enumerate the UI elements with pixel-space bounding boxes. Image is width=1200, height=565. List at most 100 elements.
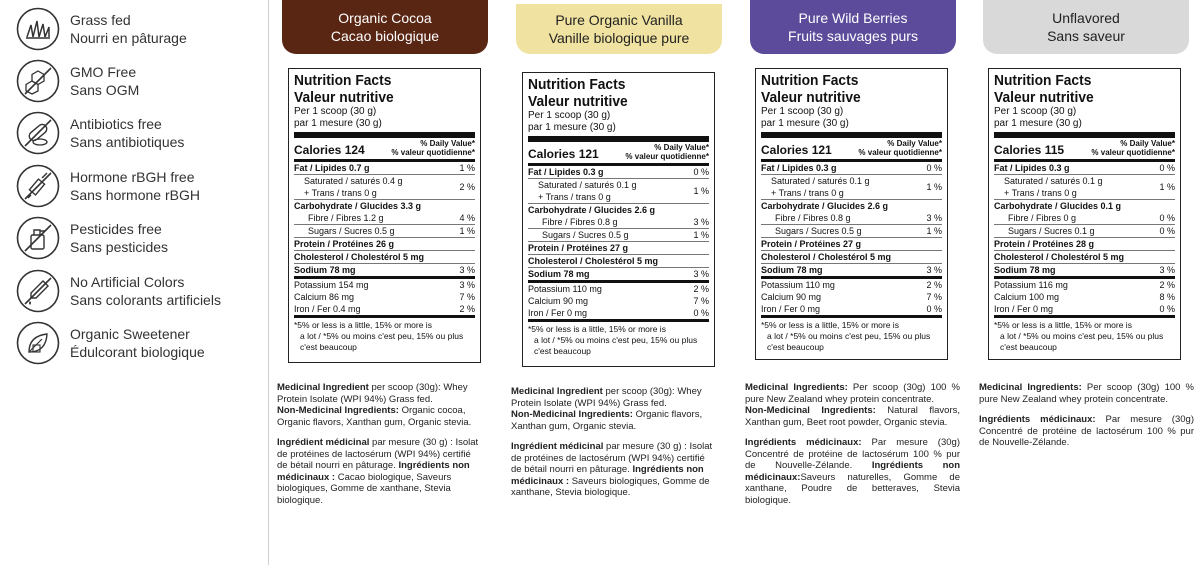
nf-title-en: Nutrition Facts <box>528 76 626 93</box>
nf-title-en: Nutrition Facts <box>294 72 392 89</box>
nf-saturated: Saturated / saturés 0.1 g <box>1004 176 1103 186</box>
nf-label: Carbohydrate / Glucides 2.6 g <box>761 201 889 211</box>
nf-row: Sugars / Sucres 0.5 g 1 % <box>528 229 709 242</box>
ingredient-heading: Medicinal Ingredients: <box>979 382 1082 393</box>
ingredients-paragraph: Ingrédient médicinal par mesure (30 g) :… <box>511 441 716 499</box>
nf-label: Sodium 78 mg <box>994 265 1056 275</box>
nf-dv: 3 % <box>459 280 475 290</box>
nf-dv: 3 % <box>693 269 709 279</box>
nf-row: Cholesterol / Cholestérol 5 mg <box>294 251 475 264</box>
nf-row: Iron / Fer 0 mg 0 % <box>994 303 1175 318</box>
nf-dv: 1 % <box>693 230 709 240</box>
nf-dv: 1 % <box>693 186 709 196</box>
nf-dv: 4 % <box>459 213 475 223</box>
nf-row: Sodium 78 mg 3 % <box>994 264 1175 279</box>
ingredient-body: Organic cocoa, Organic flavors, Xanthan … <box>277 405 472 428</box>
features-sidebar: Grass fed Nourri en pâturage GMO Free Sans… <box>0 0 269 565</box>
ingredient-heading: Ingrédient médicinal <box>277 437 370 448</box>
nf-row: Carbohydrate / Glucides 2.6 g <box>528 204 709 216</box>
nf-label: Sugars / Sucres 0.5 g <box>775 226 862 236</box>
nf-footnote-line: *5% or less is a little, 15% or more is <box>294 320 432 330</box>
nf-label: Potassium 110 mg <box>528 284 602 294</box>
nf-dv: 0 % <box>693 308 709 318</box>
nf-label: Potassium 116 mg <box>994 280 1068 290</box>
nf-dv: 3 % <box>926 265 942 275</box>
ingredient-body: Natural flavors, Xanthan gum, Beet root … <box>745 405 960 428</box>
nf-dv: 1 % <box>926 182 942 192</box>
nf-row: Calcium 90 mg 7 % <box>528 295 709 307</box>
nf-footnote-line: *5% or less is a little, 15% or more is <box>528 324 666 334</box>
nf-dv: 2 % <box>459 304 475 314</box>
nf-footnote-line: c'est beaucoup <box>767 342 824 352</box>
nf-sat-trans: Saturated / saturés 0.1 g + Trans / trans… <box>538 179 637 203</box>
nf-dv: 0 % <box>693 167 709 177</box>
ingredients-text: Medicinal Ingredients: Per scoop (30g) 1… <box>979 382 1194 458</box>
nf-row: Fibre / Fibres 0.8 g 3 % <box>528 216 709 229</box>
nf-sat-trans: Saturated / saturés 0.4 g + Trans / trans… <box>304 175 403 199</box>
leaf-sweetener-icon <box>16 321 60 365</box>
nf-title-en: Nutrition Facts <box>761 72 859 89</box>
flavor-title-fr: Vanille biologique pure <box>548 30 690 46</box>
nf-dv: 7 % <box>693 296 709 306</box>
nf-label: Cholesterol / Cholestérol 5 mg <box>761 252 892 262</box>
nf-saturated: Saturated / saturés 0.4 g <box>304 176 403 186</box>
nf-label: Sodium 78 mg <box>761 265 823 275</box>
nf-row: Sodium 78 mg 3 % <box>528 268 709 283</box>
nf-row: Sugars / Sucres 0.5 g 1 % <box>294 225 475 238</box>
nf-dv: 3 % <box>693 217 709 227</box>
nf-title-fr: Valeur nutritive <box>294 89 394 106</box>
ingredients-text: Medicinal Ingredients: Per scoop (30g) 1… <box>745 382 960 515</box>
ingredients-paragraph: Ingrédients médicinaux: Par mesure (30g)… <box>979 414 1194 449</box>
nf-row: Sodium 78 mg 3 % <box>761 264 942 279</box>
nf-trans: + Trans / trans 0 g <box>304 188 377 198</box>
ingredients-paragraph: Medicinal Ingredients: Per scoop (30g) 1… <box>979 382 1194 405</box>
nf-dv: 1 % <box>459 163 475 173</box>
nf-row: Protein / Protéines 27 g <box>528 242 709 255</box>
nf-dv-header-fr: % valeur quotidienne* <box>625 152 709 161</box>
nf-label: Sodium 78 mg <box>294 265 356 275</box>
flavor-title-fr: Cacao biologique <box>330 28 440 44</box>
ingredients-text: Medicinal Ingredient per scoop (30g): Wh… <box>277 382 482 515</box>
nf-dv: 3 % <box>459 265 475 275</box>
nf-footnote-line: c'est beaucoup <box>534 346 591 356</box>
nf-label: Fat / Lipides 0.3 g <box>761 163 837 173</box>
nf-dv-header-en: % Daily Value* <box>1120 139 1175 148</box>
nf-calories: Calories 121 <box>528 147 599 161</box>
nf-label: Fibre / Fibres 1.2 g <box>308 213 384 223</box>
nf-label: Fat / Lipides 0.7 g <box>294 163 370 173</box>
nf-calories: Calories 124 <box>294 143 365 157</box>
ingredient-heading: Ingrédients médicinaux: <box>979 414 1096 425</box>
nf-serving-fr: par 1 mesure (30 g) <box>994 118 1082 129</box>
nf-footnote-line: *5% or less is a little, 15% or more is <box>761 320 899 330</box>
nf-saturated: Saturated / saturés 0.1 g <box>771 176 870 186</box>
nf-row: Potassium 110 mg 2 % <box>528 283 709 295</box>
feature-no-artificial-colors: No Artificial Colors Sans colorants artif… <box>16 268 221 314</box>
nf-calories-row: Calories 121 % Daily Value*% valeur quoti… <box>761 138 942 162</box>
nf-trans: + Trans / trans 0 g <box>771 188 844 198</box>
nutrition-facts-panel: Nutrition Facts Valeur nutritive Per 1 sco… <box>755 68 948 360</box>
feature-grass-fed: Grass fed Nourri en pâturage <box>16 6 187 52</box>
ingredient-body: Per scoop (30g) 100 % pure New Zealand w… <box>979 382 1194 405</box>
nf-row: Carbohydrate / Glucides 2.6 g <box>761 200 942 212</box>
feature-label-en: GMO Free <box>70 64 137 80</box>
nf-row: Sodium 78 mg 3 % <box>294 264 475 279</box>
nf-divider <box>994 132 1175 138</box>
nf-footnote-line: c'est beaucoup <box>1000 342 1057 352</box>
feature-organic-sweetener: Organic Sweetener Édulcorant biologique <box>16 320 205 366</box>
nf-label: Carbohydrate / Glucides 2.6 g <box>528 205 656 215</box>
nf-row: Carbohydrate / Glucides 0.1 g <box>994 200 1175 212</box>
nf-row: Fibre / Fibres 0 g 0 % <box>994 212 1175 225</box>
nf-label: Calcium 86 mg <box>294 292 355 302</box>
dna-molecule-icon <box>16 59 60 103</box>
ingredient-body: Organic flavors, Xanthan gum, Organic st… <box>511 409 703 432</box>
nf-label: Cholesterol / Cholestérol 5 mg <box>994 252 1125 262</box>
nutrition-facts-panel: Nutrition Facts Valeur nutritive Per 1 sco… <box>988 68 1181 360</box>
nf-title-en: Nutrition Facts <box>994 72 1092 89</box>
nf-row-saturated: Saturated / saturés 0.4 g + Trans / trans… <box>294 175 475 200</box>
nf-footnote-line: c'est beaucoup <box>300 342 357 352</box>
nf-row: Carbohydrate / Glucides 3.3 g <box>294 200 475 212</box>
nf-saturated: Saturated / saturés 0.1 g <box>538 180 637 190</box>
nf-row: Protein / Protéines 27 g <box>761 238 942 251</box>
nutrition-facts-panel: Nutrition Facts Valeur nutritive Per 1 sco… <box>288 68 481 363</box>
nf-serving-fr: par 1 mesure (30 g) <box>528 122 616 133</box>
